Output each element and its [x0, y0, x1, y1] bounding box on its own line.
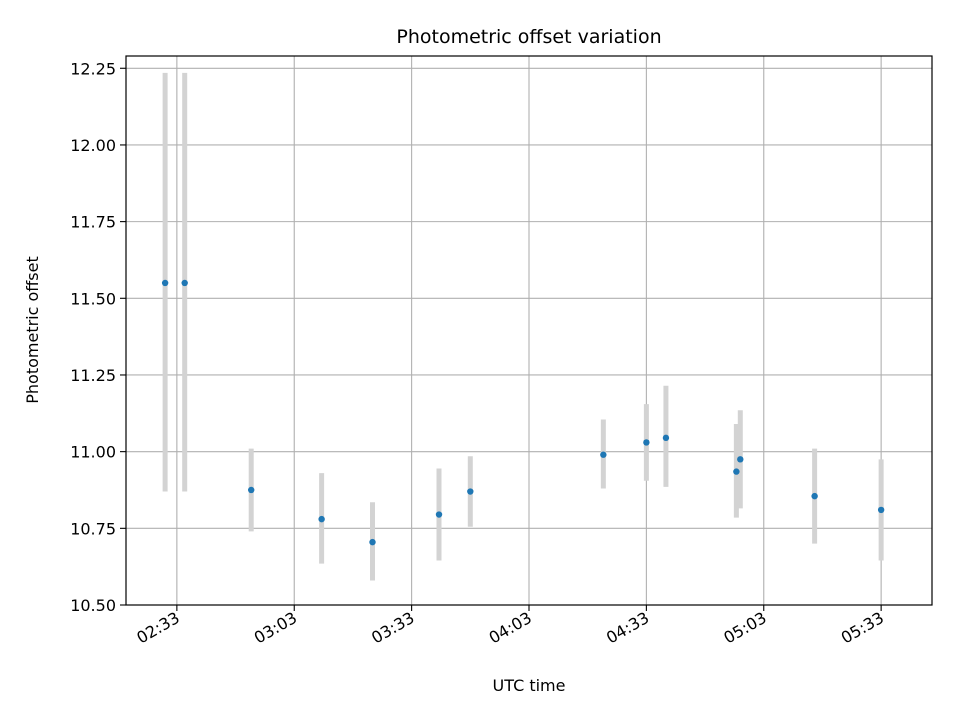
- x-tick-label: 04:33: [603, 608, 652, 648]
- data-point: [737, 456, 744, 463]
- point-layer: [161, 279, 885, 546]
- data-point: [369, 538, 376, 546]
- y-tick-label: 10.75: [70, 519, 116, 538]
- x-tick-label: 03:33: [368, 608, 417, 648]
- errorbar-layer: [162, 72, 884, 581]
- data-point: [600, 451, 607, 458]
- y-tick-label: 11.50: [70, 289, 116, 308]
- data-point: [811, 492, 818, 500]
- data-point: [435, 511, 443, 518]
- x-axis-label: UTC time: [493, 676, 566, 695]
- data-point: [662, 434, 670, 442]
- x-tick-label: 04:03: [486, 608, 535, 648]
- y-tick-label: 11.75: [70, 213, 116, 232]
- data-point: [181, 279, 188, 287]
- data-point: [318, 515, 325, 523]
- data-point: [467, 488, 474, 495]
- x-tick-label: 05:33: [838, 608, 887, 648]
- y-axis-label: Photometric offset: [23, 256, 42, 404]
- y-tick-label: 10.50: [70, 596, 116, 615]
- y-tick-label: 12.00: [70, 136, 116, 155]
- x-tick-label: 03:03: [251, 608, 300, 648]
- y-tick-label: 12.25: [70, 59, 116, 78]
- data-point: [643, 439, 650, 446]
- y-tick-label: 11.00: [70, 443, 116, 462]
- grid-layer: [126, 56, 932, 606]
- data-point: [877, 506, 885, 514]
- x-tick-label: 02:33: [133, 608, 182, 648]
- y-tick-label: 11.25: [70, 366, 116, 385]
- data-point: [248, 486, 255, 494]
- chart-title: Photometric offset variation: [396, 26, 661, 48]
- tick-layer: 10.50 10.75 11.00 11.25 11.50 11.75 12.00 12.25…: [70, 59, 887, 647]
- data-point: [733, 468, 740, 475]
- data-point: [161, 279, 169, 287]
- x-tick-label: 05:03: [720, 608, 769, 648]
